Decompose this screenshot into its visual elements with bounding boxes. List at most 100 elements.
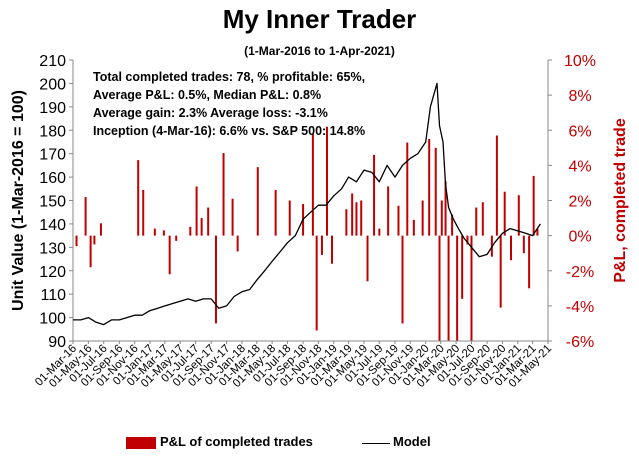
bar [214,235,217,324]
annotation-line-4: Inception (4-Mar-16): 6.6% vs. S&P 500: … [93,124,366,138]
annotation-line-3: Average gain: 2.3% Average loss: -3.1% [93,106,328,120]
line-model [73,82,541,326]
bar [331,235,334,264]
annotation-line-2: Average P&L: 0.5%, Median P&L: 0.8% [93,88,322,102]
y-left-tick-label: 160 [39,170,66,187]
y-right-tick-label: 0% [568,229,591,246]
bar [428,139,431,236]
y-left-tick-label: 90 [48,334,66,351]
y-left-tick-label: 110 [40,287,66,304]
y-right-tick-label: 2% [568,194,591,211]
y-right-tick-label: -4% [566,299,594,316]
legend-label-model: Model [393,434,431,449]
y-left-tick-label: 120 [39,264,66,281]
y-right-tick-label: -2% [566,264,594,281]
bar [320,235,323,255]
bar [378,228,381,236]
bar [200,218,203,236]
bar [401,235,404,324]
bar [311,133,314,236]
y-right-tick-label: -6% [566,334,594,351]
bar [288,200,291,236]
y-right-tick-label: 10% [564,53,596,70]
bar [503,191,506,236]
bar [522,235,525,254]
bar [162,230,165,236]
bar [256,167,259,236]
bar [89,235,92,268]
bar [434,147,437,236]
bar [532,175,535,236]
bar-series-pnl [75,126,539,341]
bar [153,228,156,236]
bar [499,235,502,308]
bar [175,235,178,241]
bar [315,235,318,331]
bar [438,235,441,341]
legend-swatch-pnl [126,437,156,449]
bar [495,135,498,236]
bar [168,235,171,275]
legend-label-pnl: P&L of completed trades [160,434,313,449]
y-left-tick-label: 150 [39,194,66,211]
bar [222,153,225,236]
bar [397,205,400,236]
bar [517,195,520,236]
y-left-tick-label: 100 [39,311,66,328]
bar [475,207,478,236]
annotation-line-1: Total completed trades: 78, % profitable… [93,70,366,84]
bar [236,235,239,252]
line-series-model [73,82,541,326]
bar [461,235,464,299]
bar [456,235,459,341]
bar [75,235,78,247]
legend-swatch-model [362,443,390,444]
bar [509,235,512,261]
bar [366,235,369,282]
bar [274,189,277,236]
y-left-tick-label: 170 [39,147,66,164]
bar [99,223,102,236]
bar [355,202,358,236]
bar [447,235,450,341]
bar [360,200,363,236]
bar [325,126,328,236]
chart-title: My Inner Trader [222,4,417,34]
bar [351,193,354,236]
y-left-tick-label: 130 [39,240,66,257]
bar [406,142,409,236]
bar [387,186,390,236]
bar [137,160,140,236]
y-left-tick-label: 210 [39,53,66,70]
y-right-tick-label: 8% [568,88,591,105]
axis-titles: Unit Value (1-Mar-2016 = 100) P&L, comple… [10,90,629,311]
y-axis-right-title: P&L, completed trade [612,118,629,283]
legend: P&L of completed trades Model [0,433,639,453]
y-axis-left-title: Unit Value (1-Mar-2016 = 100) [10,90,27,311]
bar [481,202,484,236]
bar [440,200,443,236]
bar [373,154,376,236]
bar [142,189,145,236]
bar [536,228,539,236]
bar [207,207,210,236]
chart-subtitle: (1-Mar-2016 to 1-Apr-2021) [244,44,395,58]
bar [470,235,473,341]
bar [528,235,531,289]
bar [93,235,96,245]
bar [421,200,424,236]
y-right-tick-label: 6% [568,123,591,140]
bar [466,235,469,245]
bar [84,196,87,236]
y-left-tick-label: 190 [39,100,66,117]
bar [412,219,415,236]
bar [444,181,447,236]
y-left-tick-label: 140 [39,217,66,234]
y-left-tick-label: 200 [39,76,66,93]
bar [195,186,198,236]
y-left-tick-label: 180 [39,123,66,140]
bar [451,214,454,236]
tick-labels: 90 100 110 120 130 140 150 160 170 180 190 200 210 -6… [33,53,596,390]
